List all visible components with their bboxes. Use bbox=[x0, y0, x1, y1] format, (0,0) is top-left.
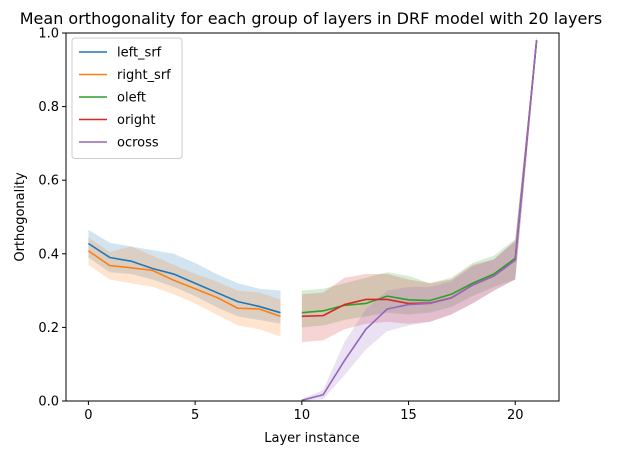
legend-box bbox=[71, 37, 183, 159]
y-tick-label-0: 0.0 bbox=[38, 395, 59, 410]
series-line-right_srf bbox=[87, 250, 281, 318]
x-axis-label: Layer instance bbox=[264, 431, 359, 446]
legend-label-oleft: oleft bbox=[117, 91, 146, 106]
chart-title: Mean orthogonality for each group of lay… bbox=[20, 9, 603, 28]
y-tick-label-0.4: 0.4 bbox=[38, 247, 59, 262]
x-tick-label-15: 15 bbox=[400, 408, 417, 423]
y-tick-label-1: 1.0 bbox=[38, 27, 59, 42]
legend-label-ocross: ocross bbox=[117, 136, 159, 151]
band-oleft bbox=[301, 36, 537, 328]
y-axis-label: Orthogonality bbox=[13, 172, 28, 262]
x-tick-label-10: 10 bbox=[294, 408, 311, 423]
band-left_srf bbox=[88, 229, 281, 324]
x-tick-label-0: 0 bbox=[84, 408, 92, 423]
band-ocross bbox=[301, 36, 537, 402]
series-line-ocross bbox=[301, 40, 538, 402]
legend-label-left_srf: left_srf bbox=[117, 46, 162, 61]
band-right_srf bbox=[88, 237, 281, 337]
band-oright bbox=[301, 36, 537, 343]
x-tick-label-5: 5 bbox=[191, 408, 199, 423]
series-line-left_srf bbox=[87, 242, 281, 314]
y-tick-label-0.6: 0.6 bbox=[38, 174, 59, 189]
legend-label-oright: oright bbox=[117, 113, 156, 128]
legend-label-right_srf: right_srf bbox=[117, 68, 171, 83]
x-tick-label-20: 20 bbox=[507, 408, 524, 423]
y-tick-label-0.2: 0.2 bbox=[38, 321, 59, 336]
y-tick-label-0.8: 0.8 bbox=[38, 100, 59, 115]
plot-frame bbox=[65, 32, 560, 402]
